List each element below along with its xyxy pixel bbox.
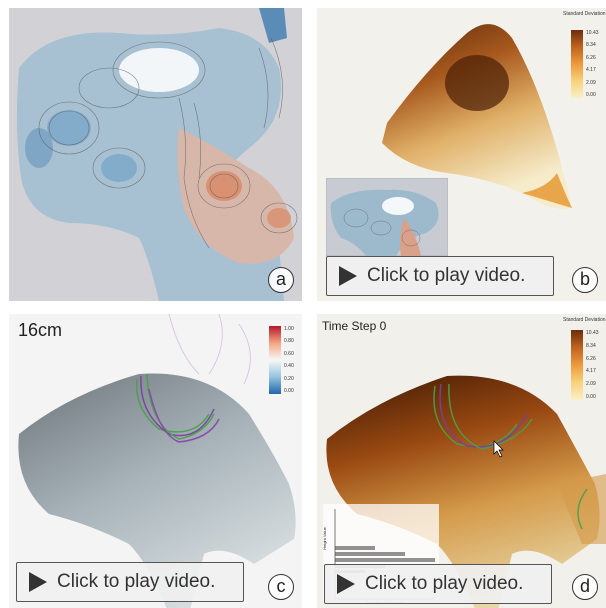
panel-b-legend-title: Standard Deviation	[563, 11, 606, 17]
panel-c-letter: c	[268, 574, 294, 600]
panel-d-legend-title: Standard Deviation	[563, 317, 606, 323]
panel-c-tick: 0.20	[284, 375, 294, 382]
panel-b-tick: 6.26	[586, 54, 596, 61]
panel-c-play-button[interactable]: Click to play video.	[16, 562, 244, 602]
panel-a-letter: a	[268, 267, 294, 293]
panel-b-tick: 4.17	[586, 67, 596, 74]
panel-b-play-button[interactable]: Click to play video.	[326, 256, 554, 296]
play-icon	[339, 266, 357, 286]
panel-b-colorbar: 10.43 8.34 6.26 4.17 2.09 0.00	[571, 30, 599, 98]
panel-a-uncertainty-map: a	[9, 8, 302, 301]
contour-map	[9, 8, 302, 301]
play-icon	[29, 572, 47, 592]
panel-b-tick: 8.34	[586, 42, 596, 49]
panel-d-tick: 4.17	[586, 368, 596, 375]
panel-b-tick: 0.00	[586, 91, 596, 98]
panel-c-tick: 0.60	[284, 350, 294, 357]
panel-b-std-surface: Standard Deviation 10.43 8.34 6.26 4.17 …	[317, 8, 606, 301]
cursor-icon	[493, 440, 504, 458]
panel-d-tick: 10.43	[586, 330, 599, 336]
panel-d-tick: 0.00	[586, 393, 596, 400]
panel-c-tick: 0.40	[284, 363, 294, 370]
std-deviation-surface	[382, 24, 572, 209]
play-icon	[337, 574, 355, 594]
panel-b-play-label: Click to play video.	[367, 265, 526, 286]
panel-c-tick: 0.00	[284, 387, 294, 394]
panel-d-letter: d	[572, 574, 598, 600]
panel-c-tick: 0.80	[284, 338, 294, 345]
panel-d-time-label: Time Step 0	[322, 319, 387, 333]
histogram-y-label: Height Value	[321, 527, 327, 550]
panel-c-depth-label: 16cm	[18, 320, 63, 340]
panel-b-letter: b	[572, 267, 598, 293]
panel-d-tick: 8.34	[586, 342, 596, 349]
panel-d-tick: 6.26	[586, 355, 596, 362]
panel-b-tick: 2.09	[586, 79, 596, 86]
panel-d-tick: 2.09	[586, 381, 596, 388]
panel-d-timestep-view: Time Step 0 Standard Deviation 10.43 8.3…	[317, 314, 606, 608]
panel-c-colorbar: 1.00 0.80 0.60 0.40 0.20 0.00	[269, 326, 294, 394]
panel-d-colorbar: 10.43 8.34 6.26 4.17 2.09 0.00	[571, 330, 599, 400]
panel-c-slice-view: 16cm 1.00 0.80 0.60 0.40 0.20 0.00 Click…	[9, 314, 302, 608]
inset-contour-map	[326, 178, 448, 256]
gray-slice-surface	[18, 314, 296, 608]
panel-b-tick: 10.43	[586, 30, 599, 36]
panel-c-tick: 1.00	[284, 326, 294, 332]
panel-d-play-label: Click to play video.	[365, 573, 524, 594]
panel-d-play-button[interactable]: Click to play video.	[324, 564, 552, 604]
panel-c-play-label: Click to play video.	[57, 571, 216, 592]
